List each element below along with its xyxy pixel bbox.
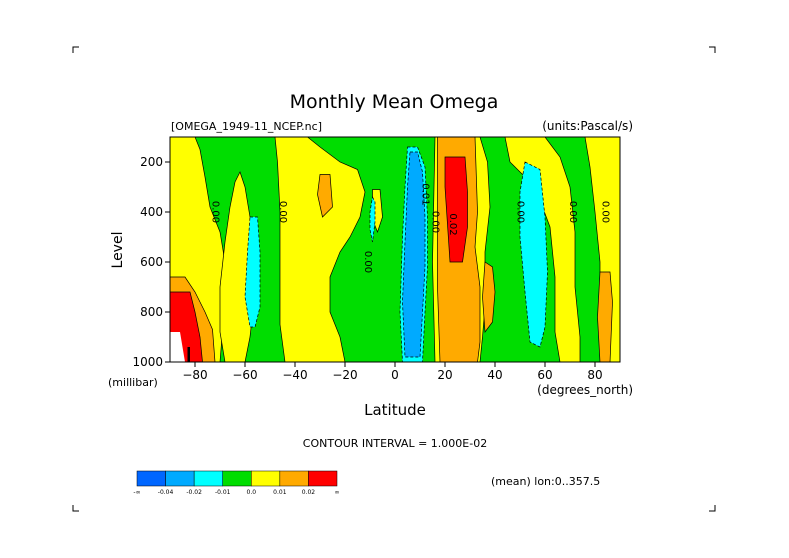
colorbar-label-3: -0.01: [215, 489, 231, 496]
y-tick-label-3: 400: [140, 205, 163, 219]
contour-region-16: [519, 161, 548, 348]
contour-region-2: [274, 137, 366, 362]
file-label: [OMEGA_1949-11_NCEP.nc]: [171, 120, 322, 133]
contour-region-12: [444, 156, 468, 263]
contour-region-15: [244, 216, 261, 328]
y-axis-units: (millibar): [108, 376, 158, 389]
contour-label-1: 0.00: [277, 201, 288, 223]
colorbar-label-4: 0.0: [247, 489, 257, 496]
plot-area: 0.00 0.00 0.00 0.01 0.00 0.02 0.00 0.00 0.00 −80…: [132, 136, 621, 382]
y-tick-label-2: 600: [140, 255, 163, 269]
colorbar-label-1: -0.04: [158, 489, 174, 496]
contour-region-9: [482, 261, 496, 333]
colorbar: -∞ -0.04 -0.02 -0.01 0.0 0.01 0.02 ∞: [133, 470, 340, 496]
y-tick-label-0: 1000: [132, 355, 163, 369]
x-tick-label-8: 80: [587, 368, 602, 382]
x-tick-label-6: 40: [487, 368, 502, 382]
colorbar-label-7: ∞: [335, 489, 340, 496]
contour-label-2: 0.00: [362, 251, 373, 273]
contour-label-8: 0.00: [600, 201, 611, 223]
colorbar-label-2: -0.02: [186, 489, 202, 496]
y-axis-label: Level: [110, 232, 126, 269]
x-tick-label-0: −80: [182, 368, 207, 382]
units-label: (units:Pascal/s): [542, 119, 633, 133]
contour-region-20: [187, 347, 190, 362]
contour-region-18: [402, 151, 426, 358]
contour-label-4: 0.00: [430, 211, 441, 233]
chart-title: Monthly Mean Omega: [290, 91, 499, 113]
contour-label-7: 0.00: [567, 201, 578, 223]
colorbar-swatch-1: [165, 470, 195, 487]
contour-label-5: 0.02: [447, 213, 458, 235]
contour-region-10: [597, 271, 613, 362]
x-tick-label-5: 20: [437, 368, 452, 382]
x-axis-units: (degrees_north): [537, 383, 633, 397]
contour-region-17: [369, 195, 376, 243]
colorbar-label-6: 0.02: [302, 489, 316, 496]
colorbar-label-5: 0.01: [273, 489, 287, 496]
x-tick-label-3: −20: [332, 368, 357, 382]
x-tick-label-1: −60: [232, 368, 257, 382]
colorbar-swatch-5: [279, 470, 309, 487]
subset-text: (mean) lon:0..357.5: [491, 475, 600, 488]
contour-region-19: [170, 332, 185, 362]
y-tick-label-1: 800: [140, 305, 163, 319]
x-tick-label-4: 0: [391, 368, 399, 382]
contour-interval-text: CONTOUR INTERVAL = 1.000E-02: [303, 437, 487, 450]
colorbar-label-0: -∞: [133, 489, 140, 496]
contour-label-0: 0.00: [210, 201, 221, 223]
colorbar-swatch-6: [308, 470, 338, 487]
crop-marks: [72, 46, 716, 512]
colorbar-swatch-3: [222, 470, 252, 487]
y-tick-label-4: 200: [140, 155, 163, 169]
colorbar-swatch-0: [136, 470, 166, 487]
x-axis-label: Latitude: [364, 401, 426, 419]
colorbar-swatch-4: [251, 470, 281, 487]
contour-label-3: 0.01: [420, 183, 431, 205]
contour-label-6: 0.00: [515, 201, 526, 223]
contour-region-8: [317, 174, 333, 218]
x-tick-label-2: −40: [282, 368, 307, 382]
colorbar-swatch-2: [193, 470, 223, 487]
x-tick-label-7: 60: [537, 368, 552, 382]
